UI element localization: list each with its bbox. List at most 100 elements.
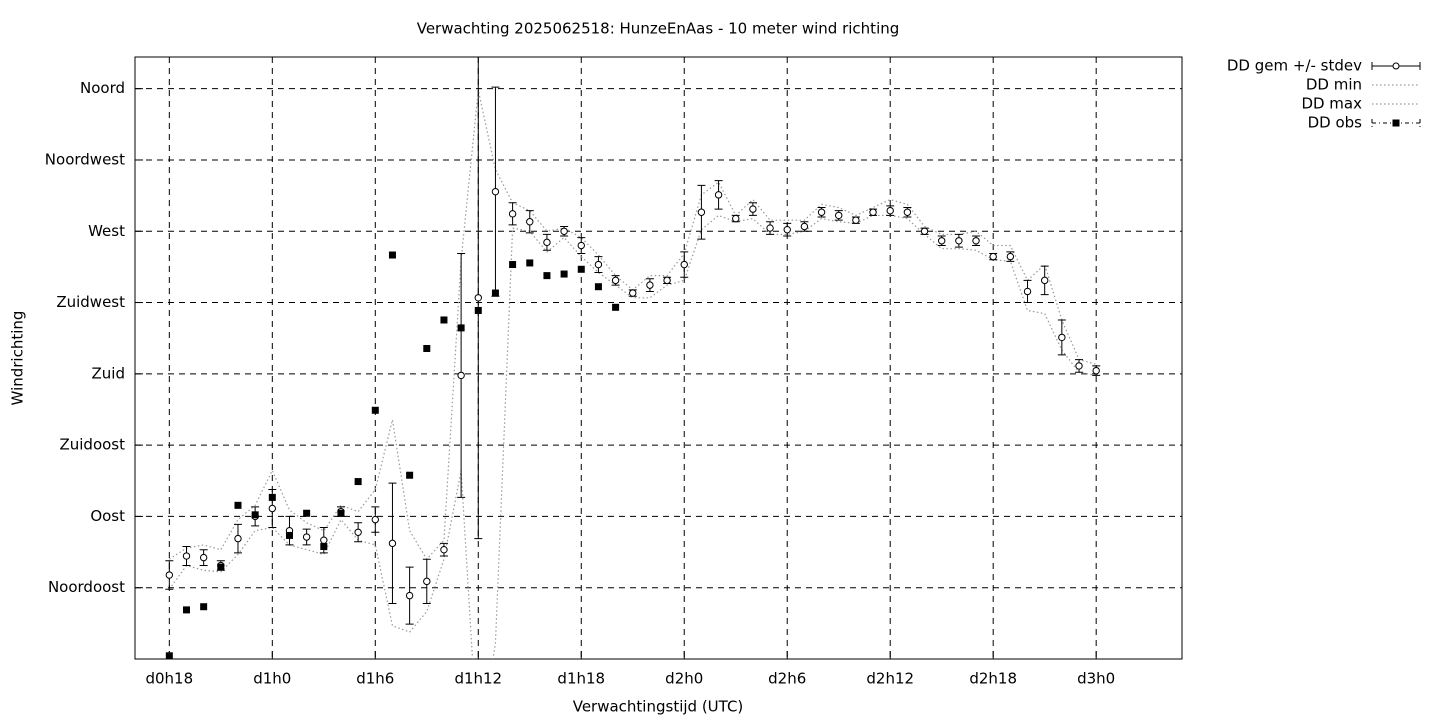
mean-point	[1092, 366, 1100, 375]
plot-area	[165, 57, 1101, 659]
mean-point	[989, 252, 997, 261]
x-tick-label: d3h0	[1077, 670, 1115, 688]
y-tick-label: Zuidwest	[56, 293, 125, 311]
obs-point	[440, 316, 448, 324]
mean-point	[920, 227, 929, 235]
mean-point	[388, 539, 397, 548]
obs-point	[491, 289, 499, 297]
mean-point	[766, 224, 774, 232]
x-tick-label: d1h18	[557, 670, 605, 688]
obs-point	[560, 270, 568, 278]
legend-symbol	[1392, 119, 1400, 127]
obs-point	[406, 471, 414, 479]
legend-label: DD min	[1306, 76, 1362, 94]
obs-point	[354, 478, 362, 486]
obs-point	[251, 511, 259, 519]
obs-point	[371, 406, 379, 414]
mean-point	[697, 208, 706, 216]
mean-point	[1075, 362, 1083, 370]
legend-label: DD gem +/- stdev	[1227, 57, 1362, 75]
x-tick-label: d2h6	[768, 670, 806, 688]
obs-point	[285, 531, 293, 539]
legend-label: DD obs	[1308, 114, 1363, 132]
mean-point	[543, 238, 551, 247]
x-tick-label: d2h0	[665, 670, 703, 688]
y-tick-label: Zuidoost	[59, 436, 125, 454]
obs-point	[268, 493, 276, 501]
mean-point	[594, 260, 603, 269]
mean-point	[1040, 276, 1049, 285]
mean-point	[955, 237, 963, 245]
mean-point	[680, 260, 688, 269]
mean-point	[560, 227, 568, 235]
mean-point	[526, 218, 534, 226]
mean-point	[577, 241, 585, 250]
mean-point	[972, 237, 980, 245]
mean-point	[1006, 252, 1015, 261]
mean-point	[938, 237, 946, 245]
mean-point	[405, 591, 414, 600]
mean-point	[646, 281, 654, 289]
x-tick-label: d2h18	[969, 670, 1017, 688]
obs-point	[165, 652, 173, 659]
mean-point	[817, 208, 826, 216]
mean-point	[852, 216, 860, 224]
y-tick-label: West	[88, 222, 125, 240]
obs-point	[423, 344, 431, 352]
mean-point	[474, 294, 482, 302]
obs-point	[217, 563, 225, 571]
mean-point	[629, 289, 637, 297]
y-axis-label: Windrichting	[9, 311, 27, 406]
obs-point	[612, 303, 620, 311]
mean-point	[886, 206, 894, 215]
obs-point	[303, 509, 311, 517]
obs-point	[594, 283, 602, 291]
obs-point	[320, 543, 328, 551]
obs-point	[457, 324, 465, 332]
mean-point	[732, 214, 740, 223]
obs-point	[509, 261, 517, 269]
y-tick-label: Noord	[80, 79, 125, 97]
obs-point	[234, 501, 242, 509]
mean-point	[611, 276, 620, 285]
mean-point	[1058, 333, 1066, 342]
mean-point	[165, 571, 174, 579]
mean-point	[749, 205, 757, 213]
x-axis-label: Verwachtingstijd (UTC)	[573, 698, 744, 716]
obs-point	[337, 509, 345, 517]
obs-point	[474, 306, 482, 314]
obs-point	[182, 606, 190, 614]
chart-title: Verwachting 2025062518: HunzeEnAas - 10 …	[417, 20, 900, 38]
mean-point	[783, 225, 791, 234]
mean-point	[508, 210, 517, 218]
obs-point	[200, 603, 208, 611]
y-tick-label: Oost	[90, 507, 125, 525]
mean-point	[491, 187, 500, 196]
mean-point	[268, 504, 277, 513]
legend-label: DD max	[1301, 95, 1362, 113]
mean-point	[440, 545, 448, 554]
mean-point	[234, 534, 242, 543]
y-tick-label: Noordoost	[48, 578, 125, 596]
obs-point	[543, 272, 551, 280]
x-tick-label: d0h18	[145, 670, 193, 688]
y-tick-label: Noordwest	[45, 150, 125, 168]
obs-point	[577, 265, 585, 273]
mean-point	[457, 371, 465, 380]
obs-point	[388, 251, 396, 259]
mean-point	[800, 222, 809, 231]
mean-point	[354, 528, 362, 536]
mean-point	[320, 536, 328, 544]
mean-point	[423, 577, 431, 586]
x-tick-label: d1h0	[253, 670, 291, 688]
x-tick-label: d1h12	[454, 670, 502, 688]
x-tick-label: d1h6	[356, 670, 394, 688]
plot-border	[134, 56, 1183, 660]
mean-point	[903, 208, 912, 216]
obs-point	[526, 259, 534, 267]
y-tick-label: Zuid	[92, 364, 125, 382]
mean-point	[371, 515, 379, 524]
band-line	[169, 90, 1097, 561]
